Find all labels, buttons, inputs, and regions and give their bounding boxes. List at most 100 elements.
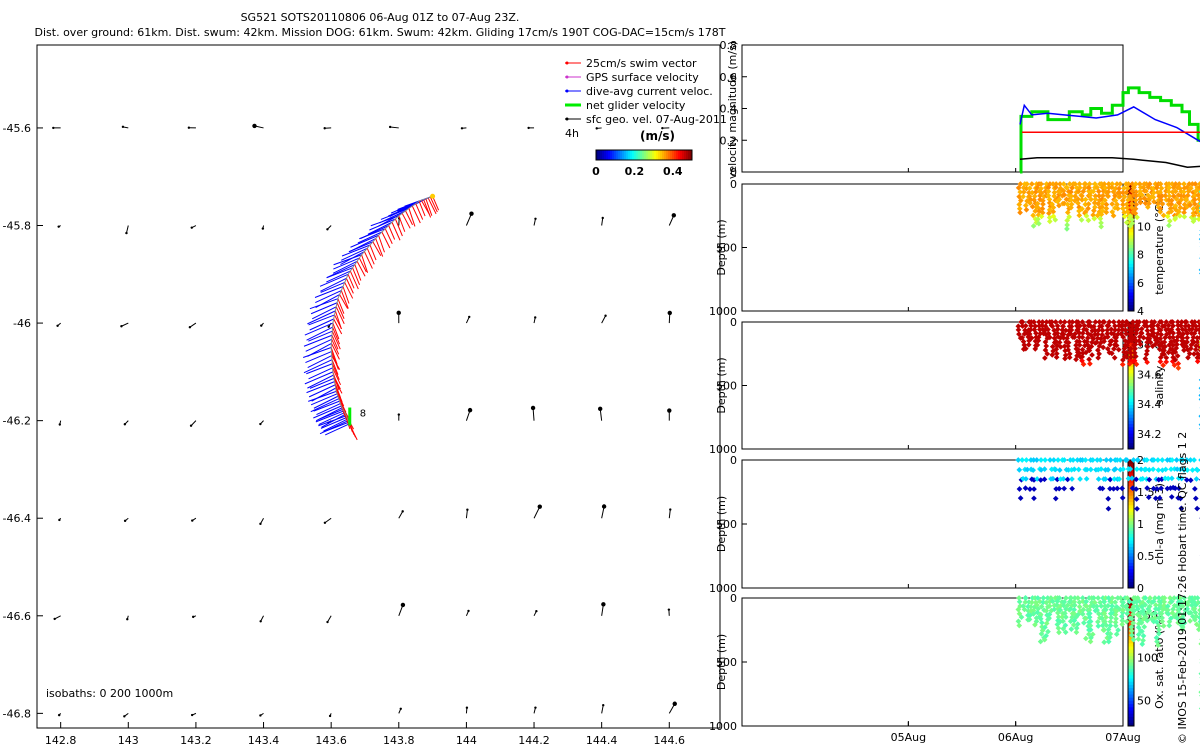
profile-data-point: [1191, 319, 1198, 325]
profile-data-point: [1188, 345, 1194, 352]
map-colorbar-cell: [666, 150, 669, 160]
profile-data-point: [1072, 181, 1078, 187]
swim-vector: [391, 222, 401, 241]
geo-vector-head: [323, 127, 326, 130]
profile-data-point: [1024, 466, 1031, 473]
dac-vector: [315, 410, 345, 423]
profile-data-point: [1030, 607, 1037, 614]
profile-data-point: [1088, 323, 1094, 330]
geo-vector-head: [397, 413, 401, 416]
profile-data-point: [1172, 485, 1179, 492]
profile-data-point: [1043, 343, 1050, 349]
profile-data-point: [1062, 327, 1069, 334]
profile-colorbar-tick: 1.5: [1137, 486, 1155, 499]
profile-data-point: [1046, 218, 1053, 225]
profile-data-point: [1046, 196, 1053, 203]
profile-colorbar-cell: [1128, 209, 1134, 214]
map-colorbar-cell: [676, 150, 679, 160]
dac-vector: [332, 260, 358, 274]
profile-data-point: [1036, 220, 1042, 227]
profile-data-point: [1056, 485, 1063, 492]
profile-data-point: [1064, 222, 1070, 228]
geo-vector-head: [467, 609, 470, 613]
profile-colorbar-cell: [1128, 662, 1134, 666]
geo-vector-head: [326, 228, 329, 231]
profile-data-point: [1189, 181, 1196, 187]
profile-data-point: [1172, 357, 1179, 363]
geo-vector-head: [465, 706, 469, 709]
profile-data-point: [1147, 339, 1154, 346]
profile-data-point: [1099, 204, 1105, 210]
profile-data-point: [1129, 475, 1135, 482]
map-colorbar-cell: [662, 150, 665, 160]
swim-vector: [335, 387, 345, 407]
profile-data-point: [1197, 184, 1200, 191]
profile-data-point: [1095, 623, 1102, 629]
profile-colorbar-cell: [1128, 495, 1134, 499]
profile-data-point: [1087, 638, 1094, 645]
geo-vector-head: [672, 701, 677, 706]
profile-data-point: [1080, 361, 1087, 368]
profile-data-point: [1050, 208, 1057, 215]
profile-data-point: [1196, 196, 1200, 202]
profile-data-point: [1197, 611, 1200, 617]
profile-data-point: [1155, 457, 1161, 463]
profile-data-point: [1137, 196, 1144, 203]
profile-data-point: [1105, 638, 1112, 645]
profile-data-point: [1135, 636, 1142, 642]
profile-data-point: [1062, 355, 1068, 362]
legend-marker: [565, 103, 569, 107]
geo-vector-head: [527, 126, 530, 130]
profile-data-point: [1129, 337, 1135, 344]
profile-data-point: [1154, 486, 1160, 492]
profile-colorbar-tick: 34.4: [1137, 398, 1162, 411]
profile-data-point: [1057, 335, 1064, 341]
profile-data-point: [1017, 495, 1024, 501]
geo-vector-head: [190, 226, 193, 229]
swim-vector: [331, 355, 341, 370]
profile-colorbar-cell: [1128, 187, 1134, 191]
profile-data-point: [1079, 595, 1086, 601]
profile-data-point: [1181, 467, 1187, 473]
profile-data-point: [1101, 338, 1107, 345]
profile-data-point: [1120, 599, 1126, 606]
velocity-axes-frame: [741, 44, 1124, 173]
profile-data-point: [1170, 330, 1177, 336]
legend-entry: net glider velocity: [586, 99, 686, 112]
profile-data-point: [1073, 629, 1080, 636]
profile-colorbar-cell: [1128, 552, 1134, 557]
profile-data-point: [1117, 457, 1124, 463]
profile-data-point: [1065, 343, 1071, 350]
swim-vector: [334, 314, 342, 330]
profile-data-point: [1135, 606, 1141, 612]
profile-data-point: [1175, 208, 1182, 215]
profile-data-point: [1114, 457, 1120, 463]
profile-data-point: [1128, 345, 1134, 352]
profile-colorbar-cell: [1128, 295, 1134, 299]
profile-data-point: [1112, 323, 1118, 329]
swim-vector: [332, 326, 341, 345]
profile-data-point: [1166, 222, 1172, 229]
profile-colorbar-label: temperature (°C): [1153, 200, 1166, 294]
profile-data-point: [1097, 215, 1104, 222]
profile-colorbar-cell: [1128, 366, 1134, 371]
map-colorbar-cell: [682, 150, 685, 160]
profile-data-point: [1146, 200, 1152, 207]
profile-data-point: [1070, 622, 1077, 628]
dac-vector: [318, 408, 344, 420]
geo-vector-head: [601, 602, 606, 607]
profile-data-point: [1161, 351, 1167, 358]
map-colorbar-cell: [670, 150, 673, 160]
dac-vector: [313, 400, 340, 412]
geo-vector-head: [56, 324, 59, 327]
profile-colorbar-cell: [1128, 684, 1134, 689]
swim-vector: [356, 261, 366, 277]
profile-colorbar-cell: [1128, 298, 1134, 302]
profile-data-point: [1095, 619, 1101, 625]
profile-colorbar-tick: 34.2: [1137, 428, 1162, 441]
profile-data-point: [1039, 205, 1046, 212]
profile-data-point: [1059, 614, 1066, 620]
profile-data-point: [1110, 486, 1117, 492]
profile-data-point: [1090, 595, 1097, 601]
profile-colorbar-cell: [1128, 658, 1134, 663]
